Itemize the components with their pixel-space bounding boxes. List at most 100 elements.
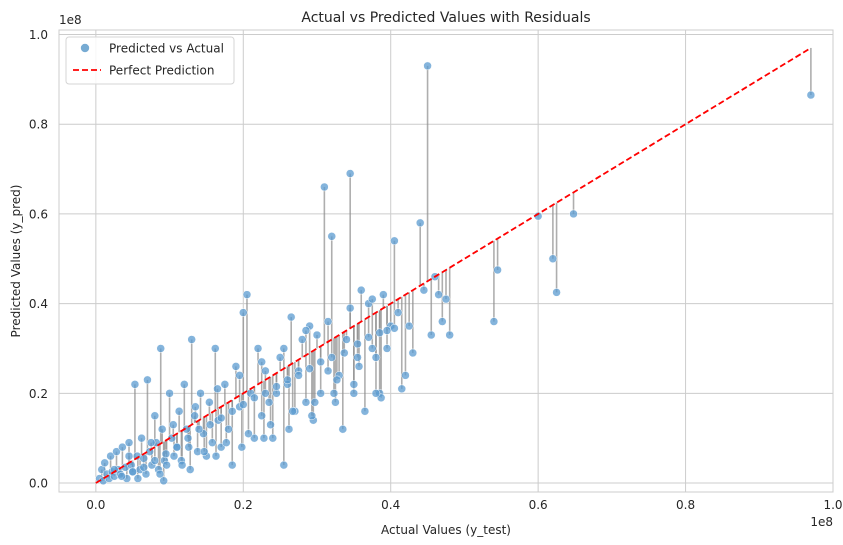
data-point — [316, 357, 325, 367]
data-point — [375, 328, 384, 338]
data-point — [216, 413, 226, 423]
data-point — [329, 389, 339, 398]
data-point — [211, 344, 220, 353]
data-point — [338, 424, 348, 434]
data-point — [250, 433, 259, 443]
data-point — [242, 290, 252, 299]
data-point — [371, 353, 381, 362]
y-offset-label: 1e8 — [59, 13, 82, 27]
data-point — [312, 330, 322, 340]
data-point — [441, 294, 451, 304]
x-tick-label: 0.4 — [381, 498, 400, 512]
y-tick-label: 0.2 — [29, 387, 48, 401]
data-point — [244, 429, 253, 438]
data-point — [112, 447, 121, 456]
data-point — [172, 442, 182, 452]
data-point — [174, 407, 184, 416]
data-point — [205, 420, 215, 429]
data-point — [130, 380, 140, 389]
data-point — [222, 438, 231, 447]
data-point — [183, 433, 193, 443]
data-point — [180, 380, 189, 389]
data-point — [185, 465, 195, 474]
data-point — [169, 451, 179, 461]
data-point — [156, 344, 165, 353]
data-point — [250, 393, 259, 403]
data-point — [345, 169, 355, 178]
data-point — [118, 442, 127, 452]
plot-area — [58, 29, 834, 493]
data-point — [155, 469, 165, 479]
data-point — [323, 317, 333, 326]
data-point — [408, 348, 418, 358]
data-point — [279, 344, 289, 353]
x-axis-label: Actual Values (y_test) — [381, 523, 511, 537]
data-point — [390, 236, 399, 246]
data-point — [353, 339, 362, 349]
data-point — [165, 389, 174, 398]
data-point — [438, 317, 447, 326]
data-point — [169, 420, 178, 429]
data-point — [159, 476, 168, 486]
data-point — [162, 460, 171, 470]
y-tick-label: 0.8 — [29, 118, 48, 132]
data-point — [266, 420, 275, 429]
data-point — [261, 389, 270, 398]
data-point — [227, 460, 237, 470]
data-point — [139, 463, 149, 472]
data-point — [124, 438, 134, 447]
data-point — [298, 335, 307, 344]
data-point — [356, 285, 366, 295]
data-point — [191, 402, 200, 412]
data-point — [100, 458, 109, 468]
data-point — [552, 288, 561, 297]
x-tick-label: 0.6 — [529, 498, 548, 512]
data-point — [327, 353, 336, 362]
data-point — [806, 90, 816, 100]
chart-title: Actual vs Predicted Values with Residual… — [301, 10, 590, 26]
data-point — [294, 371, 303, 380]
data-point — [307, 411, 317, 420]
data-point — [401, 371, 410, 380]
legend-box — [65, 36, 235, 85]
data-point — [253, 344, 263, 353]
legend-label-points: Predicted vs Actual — [109, 42, 224, 56]
data-point — [239, 400, 248, 409]
data-point — [305, 364, 314, 373]
data-point — [275, 353, 285, 362]
data-point — [257, 411, 266, 420]
data-point — [161, 449, 171, 459]
data-point — [320, 182, 329, 192]
data-point — [272, 382, 281, 391]
data-point — [288, 407, 297, 416]
data-point — [184, 442, 193, 452]
x-offset-label: 1e8 — [810, 515, 833, 529]
x-tick-labels: 0.0 0.2 0.4 0.6 0.8 1.0 — [86, 498, 842, 512]
data-point — [445, 330, 454, 340]
data-point — [360, 407, 370, 416]
data-point — [349, 380, 359, 389]
data-point — [489, 317, 499, 326]
data-point — [283, 375, 292, 385]
data-point — [382, 326, 392, 335]
data-point — [146, 438, 156, 447]
data-point — [124, 451, 134, 461]
legend: Predicted vs Actual Perfect Prediction — [65, 36, 235, 85]
data-point — [342, 335, 351, 344]
y-tick-label: 0.6 — [29, 207, 48, 221]
data-point — [415, 218, 425, 228]
data-point — [190, 411, 199, 420]
data-point — [231, 362, 241, 371]
data-point — [368, 344, 377, 353]
data-point — [139, 454, 149, 463]
data-point — [196, 389, 205, 398]
data-point — [211, 451, 221, 461]
data-point — [143, 375, 152, 385]
y-tick-labels: 0.0 0.2 0.4 0.6 0.8 1.0 — [29, 28, 48, 491]
data-point — [284, 424, 294, 434]
data-point — [354, 362, 364, 371]
perfect-prediction-line — [95, 47, 812, 484]
data-point — [419, 285, 429, 295]
data-point — [548, 254, 558, 264]
